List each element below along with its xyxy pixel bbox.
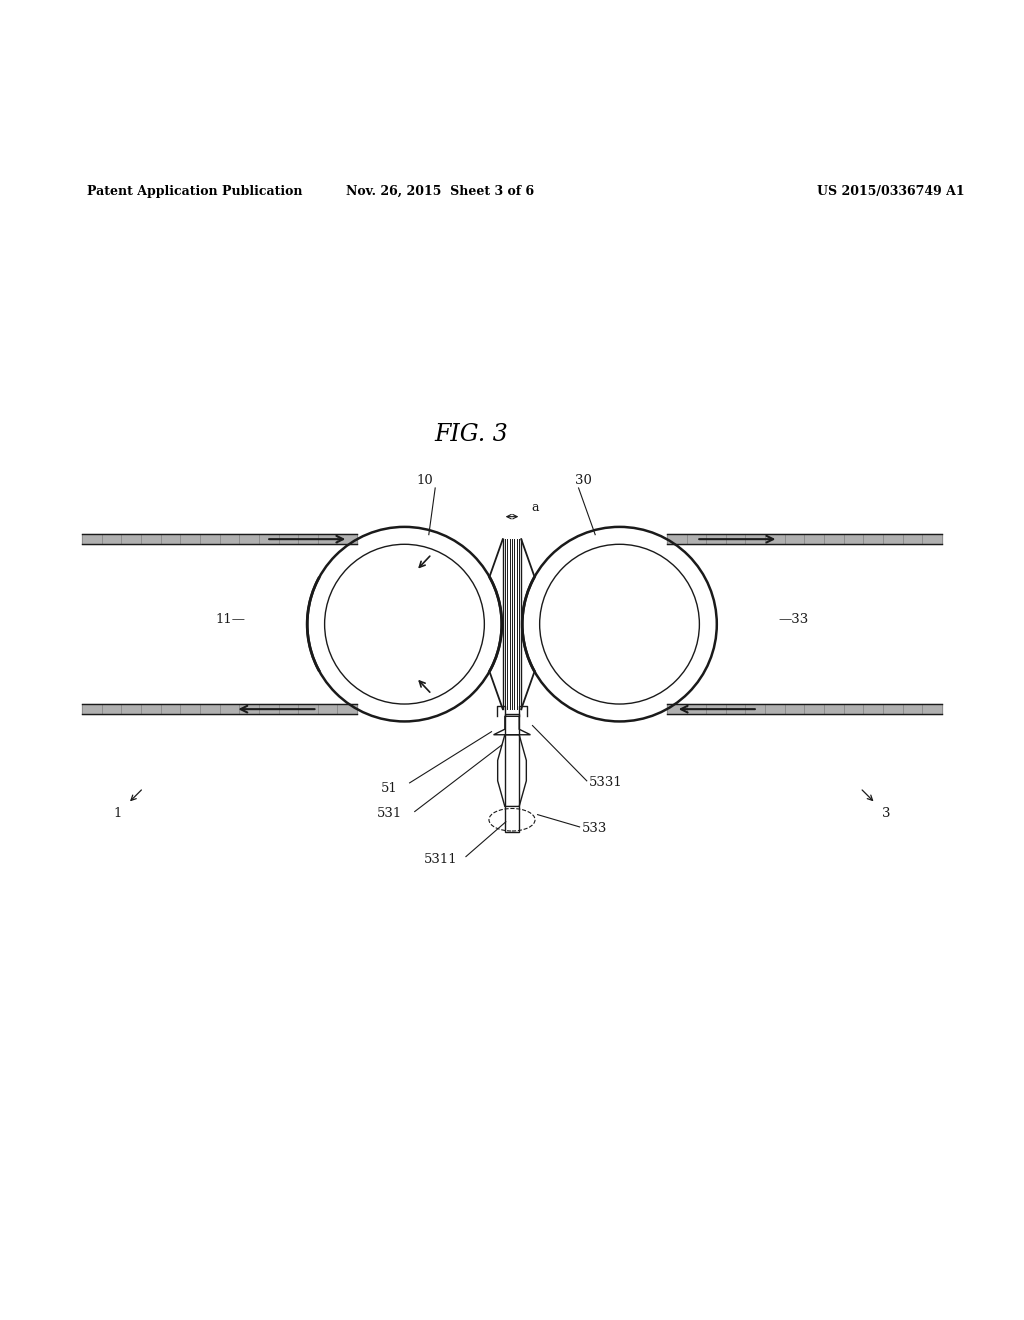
Text: —33: —33 [778, 612, 809, 626]
Text: 5311: 5311 [424, 853, 457, 866]
Text: 10: 10 [417, 474, 433, 487]
Text: FIG. 3: FIG. 3 [434, 424, 508, 446]
Bar [505, 714, 519, 832]
Text: 11—: 11— [216, 612, 246, 626]
Text: Nov. 26, 2015  Sheet 3 of 6: Nov. 26, 2015 Sheet 3 of 6 [346, 185, 535, 198]
Text: US 2015/0336749 A1: US 2015/0336749 A1 [817, 185, 965, 198]
Text: 5331: 5331 [589, 776, 623, 789]
Text: 1: 1 [114, 807, 122, 820]
Text: a: a [531, 500, 539, 513]
Text: 3: 3 [882, 807, 890, 820]
Text: 51: 51 [381, 781, 397, 795]
Text: 533: 533 [582, 822, 607, 836]
Text: Patent Application Publication: Patent Application Publication [87, 185, 302, 198]
Text: 30: 30 [575, 474, 592, 487]
Text: 531: 531 [377, 807, 401, 820]
